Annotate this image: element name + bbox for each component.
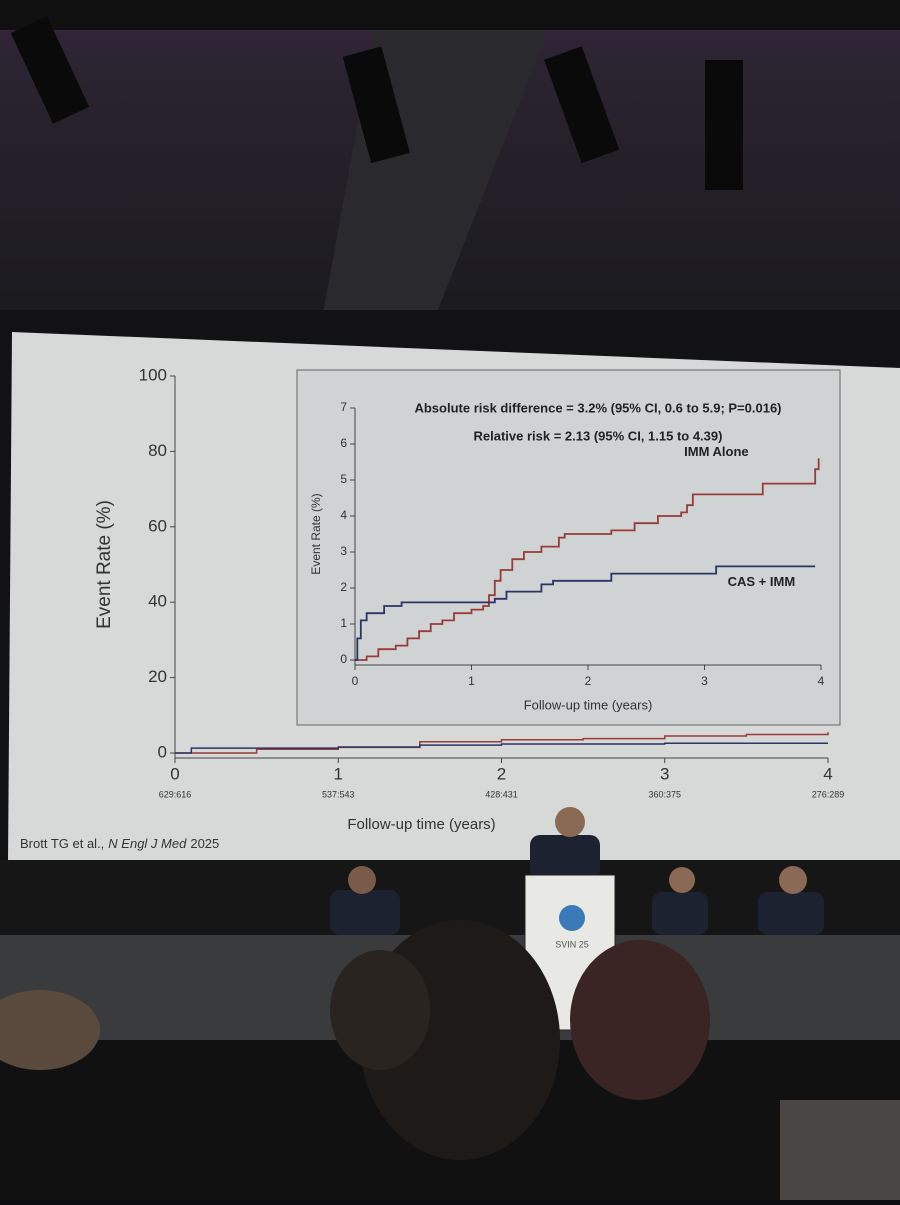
y-tick-label: 20 xyxy=(148,667,167,686)
citation-journal: N Engl J Med xyxy=(108,836,187,851)
at-risk-label: 428:431 xyxy=(485,789,518,799)
at-risk-label: 537:543 xyxy=(322,789,355,799)
x-axis-label: Follow-up time (years) xyxy=(347,816,495,833)
y-tick-label: 7 xyxy=(340,400,347,414)
y-tick-label: 60 xyxy=(148,516,167,535)
podium-logo-icon xyxy=(559,905,585,931)
citation-year: 2025 xyxy=(190,836,219,851)
y-tick-label: 3 xyxy=(340,544,347,558)
y-axis-label: Event Rate (%) xyxy=(94,500,115,629)
x-tick-label: 2 xyxy=(497,764,506,783)
annotation: Relative risk = 2.13 (95% CI, 1.15 to 4.… xyxy=(474,428,723,443)
y-tick-label: 40 xyxy=(148,592,167,611)
annotation: Absolute risk difference = 3.2% (95% CI,… xyxy=(414,400,781,415)
x-tick-label: 0 xyxy=(352,674,359,688)
inset-box xyxy=(296,369,841,726)
x-axis-label: Follow-up time (years) xyxy=(524,697,653,712)
y-tick-label: 0 xyxy=(340,652,347,666)
stage-lights xyxy=(10,16,743,190)
x-tick-label: 3 xyxy=(701,674,708,688)
citation-authors: Brott TG et al., xyxy=(20,836,104,851)
y-tick-label: 2 xyxy=(340,580,347,594)
y-tick-label: 100 xyxy=(139,365,167,384)
x-tick-label: 3 xyxy=(660,764,669,783)
x-tick-label: 1 xyxy=(468,674,475,688)
x-tick-label: 4 xyxy=(823,764,832,783)
x-tick-label: 2 xyxy=(585,674,592,688)
y-tick-label: 4 xyxy=(340,508,347,522)
at-risk-label: 360:375 xyxy=(648,789,681,799)
y-tick-label: 6 xyxy=(340,436,347,450)
x-tick-label: 1 xyxy=(334,764,343,783)
audience xyxy=(0,920,900,1200)
series-line xyxy=(175,732,829,754)
panelists xyxy=(330,807,824,935)
at-risk-label: 629:616 xyxy=(159,789,192,799)
citation: Brott TG et al., N Engl J Med 2025 xyxy=(20,836,219,851)
truss xyxy=(0,0,900,30)
series-line xyxy=(355,565,816,661)
series-label: IMM Alone xyxy=(684,444,749,459)
y-tick-label: 5 xyxy=(340,472,347,486)
series-label: CAS + IMM xyxy=(728,574,796,589)
at-risk-label: 276:289 xyxy=(812,789,845,799)
series-line xyxy=(355,458,820,661)
series-line xyxy=(175,742,828,754)
y-axis-label: Event Rate (%) xyxy=(309,493,323,574)
x-tick-label: 0 xyxy=(170,764,179,783)
podium-logo: SVIN 25 xyxy=(555,939,589,949)
y-tick-label: 1 xyxy=(340,616,347,630)
y-tick-label: 80 xyxy=(148,441,167,460)
y-tick-label: 0 xyxy=(158,742,167,761)
chart: 0204060801000629:6161537:5432428:4313360… xyxy=(20,365,844,851)
x-tick-label: 4 xyxy=(818,674,825,688)
